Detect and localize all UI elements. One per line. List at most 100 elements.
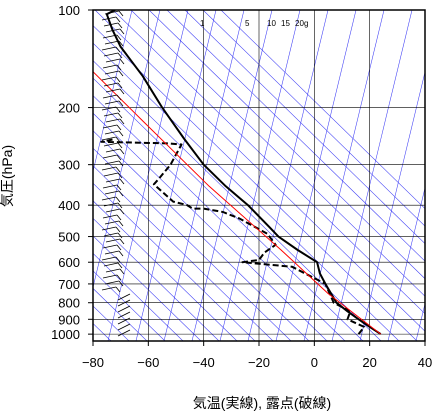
x-tick-label: −60 bbox=[137, 355, 159, 370]
wind-barb-flag bbox=[116, 94, 122, 101]
mixing-ratio-line bbox=[387, 186, 425, 341]
wind-barb bbox=[101, 286, 117, 291]
wind-barb bbox=[105, 148, 121, 153]
wind-barb bbox=[117, 299, 131, 307]
wind-barb-flag bbox=[117, 142, 123, 149]
wind-barb bbox=[104, 160, 120, 165]
wind-barb bbox=[103, 52, 119, 57]
mixing-ratio-label: 10 bbox=[267, 19, 276, 28]
wind-barb bbox=[103, 232, 119, 237]
mixing-ratio-line bbox=[163, 10, 245, 341]
dry-adiabat bbox=[93, 25, 418, 341]
wind-barb-flag bbox=[119, 208, 125, 215]
dry-adiabat bbox=[93, 270, 166, 341]
wind-barbs bbox=[101, 10, 131, 337]
wind-barb bbox=[102, 274, 118, 279]
dry-adiabat bbox=[130, 10, 425, 297]
wind-barb bbox=[101, 106, 117, 111]
wind-barb bbox=[105, 58, 121, 63]
dry-adiabat bbox=[148, 10, 425, 280]
y-tick-label: 400 bbox=[58, 198, 80, 213]
wind-barb-flag bbox=[119, 178, 125, 185]
wind-barb-flag bbox=[116, 214, 122, 221]
dewpoint-line bbox=[100, 138, 366, 335]
y-tick-label: 500 bbox=[58, 230, 80, 245]
x-tick-label: −40 bbox=[193, 355, 215, 370]
wind-barb-flag bbox=[119, 118, 125, 125]
dry-adiabat bbox=[166, 10, 425, 262]
y-tick-label: 100 bbox=[58, 3, 80, 18]
mixing-ratio-line bbox=[331, 10, 413, 341]
wind-barb-flag bbox=[115, 46, 121, 53]
wind-barb bbox=[105, 268, 121, 273]
wind-barb bbox=[117, 305, 131, 313]
y-tick-label: 300 bbox=[58, 158, 80, 173]
wind-barb bbox=[117, 323, 131, 331]
wind-barb bbox=[101, 136, 117, 141]
wind-barb-flag bbox=[117, 22, 123, 29]
wind-barb-flag bbox=[116, 124, 122, 131]
wind-barb-flag bbox=[119, 58, 125, 65]
dry-adiabat bbox=[202, 10, 425, 227]
wind-barb-flag bbox=[116, 244, 122, 251]
wind-barb bbox=[104, 100, 120, 105]
x-tick-label: 20 bbox=[362, 355, 376, 370]
mixing-ratio-labels: 1 5 10 15 20 g bbox=[200, 19, 308, 28]
mixing-ratio-line bbox=[191, 10, 273, 341]
mixing-ratio-line bbox=[107, 10, 189, 341]
mixing-ratio-line bbox=[275, 10, 357, 341]
data-series bbox=[93, 10, 382, 335]
dry-adiabat bbox=[93, 217, 220, 341]
dry-adiabat bbox=[93, 235, 202, 341]
wind-barb-flag bbox=[118, 160, 124, 167]
wind-barb bbox=[101, 76, 117, 81]
wind-barb-flag bbox=[115, 16, 121, 23]
y-tick-label: 900 bbox=[58, 312, 80, 327]
dry-adiabat bbox=[93, 200, 238, 341]
wind-barb-flag bbox=[118, 10, 124, 17]
wind-barb bbox=[101, 196, 117, 201]
mixing-ratio-label: 15 bbox=[281, 19, 290, 28]
dry-adiabat bbox=[93, 42, 400, 341]
x-tick-label: 40 bbox=[418, 355, 432, 370]
x-axis-label: 気温(実線), 露点(破線) bbox=[193, 395, 331, 411]
wind-barb bbox=[102, 64, 118, 69]
wind-barb bbox=[102, 124, 118, 129]
y-tick-label: 700 bbox=[58, 277, 80, 292]
x-tick-label: 0 bbox=[311, 355, 318, 370]
wind-barb bbox=[117, 293, 131, 301]
dry-adiabat bbox=[93, 323, 112, 341]
wind-barb bbox=[103, 142, 119, 147]
wind-barb bbox=[101, 256, 117, 261]
wind-barb bbox=[117, 311, 131, 319]
wind-barb bbox=[104, 280, 120, 285]
x-tick-label: −80 bbox=[82, 355, 104, 370]
wind-barb bbox=[104, 70, 120, 75]
mixing-ratio-label: 20 bbox=[295, 19, 304, 28]
wind-barb bbox=[103, 262, 119, 267]
wind-barb-flag bbox=[117, 232, 123, 239]
wind-barb-flag bbox=[117, 202, 123, 209]
wind-barb bbox=[102, 214, 118, 219]
dry-adiabat bbox=[184, 10, 425, 245]
wind-barb bbox=[103, 202, 119, 207]
wind-barb-flag bbox=[119, 238, 125, 245]
dry-adiabat bbox=[93, 165, 274, 341]
axes: −80 −60 −40 −20 0 20 40 100 200 300 400 500 600 700 80… bbox=[51, 3, 432, 370]
wind-barb bbox=[117, 317, 131, 325]
mixing-ratio-label: 1 bbox=[200, 19, 205, 28]
wind-barb bbox=[102, 94, 118, 99]
wind-barb-flag bbox=[119, 88, 125, 95]
background-grid bbox=[93, 10, 425, 341]
wind-barb bbox=[105, 28, 121, 33]
wind-barb bbox=[102, 244, 118, 249]
y-tick-label: 800 bbox=[58, 296, 80, 311]
wind-barb bbox=[104, 10, 120, 15]
wind-barb bbox=[102, 154, 118, 159]
dry-adiabat bbox=[93, 77, 364, 341]
dry-adiabat bbox=[94, 10, 425, 332]
wind-barb bbox=[101, 166, 117, 171]
wind-barb-flag bbox=[118, 250, 124, 257]
mixing-ratio-line bbox=[359, 70, 425, 341]
wind-barb-flag bbox=[115, 166, 121, 173]
